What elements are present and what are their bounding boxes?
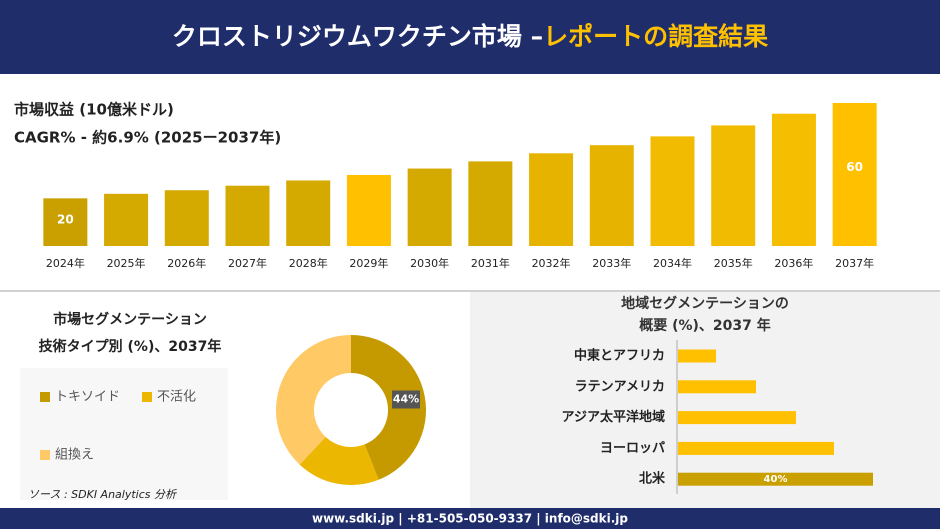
header-bar bbox=[0, 0, 940, 74]
x-tick-label: 2029年 bbox=[349, 256, 388, 270]
bar bbox=[678, 441, 834, 455]
y-tick-label: ラテンアメリカ bbox=[575, 379, 665, 394]
donut-slice bbox=[351, 335, 427, 480]
bar bbox=[286, 180, 331, 246]
legend-label: 不活化 bbox=[157, 390, 196, 405]
x-tick-label: 2036年 bbox=[774, 256, 813, 270]
y-tick-label: ヨーロッパ bbox=[600, 441, 665, 456]
value-label: 44% bbox=[393, 393, 419, 406]
value-label: 20 bbox=[57, 212, 74, 226]
chart-subtitle: CAGR% - 約6.9% (2025ー2037年) bbox=[14, 129, 281, 147]
bar bbox=[346, 174, 391, 246]
bar bbox=[678, 411, 796, 425]
y-tick-label: アジア太平洋地域 bbox=[562, 409, 665, 425]
x-tick-label: 2032年 bbox=[532, 256, 571, 270]
chart-title: 市場収益 (10億米ドル) bbox=[14, 101, 174, 119]
bar bbox=[678, 380, 756, 394]
y-tick-label: 北米 bbox=[639, 471, 666, 487]
bar bbox=[529, 153, 574, 246]
bar bbox=[407, 168, 452, 246]
chart-subtitle: 概要 (%)、2037 年 bbox=[639, 317, 771, 334]
x-tick-label: 2033年 bbox=[592, 256, 631, 270]
x-tick-label: 2030年 bbox=[410, 256, 449, 270]
header-title: クロストリジウムワクチン市場 –レポートの調査結果 bbox=[172, 22, 768, 51]
footer-bar bbox=[0, 508, 940, 529]
bar bbox=[589, 145, 634, 246]
x-tick-label: 2028年 bbox=[289, 256, 328, 270]
title-main: クロストリジウムワクチン市場 – bbox=[172, 22, 543, 51]
donut-slice bbox=[276, 335, 351, 465]
chart-title: 市場セグメンテーション bbox=[53, 311, 207, 328]
bar bbox=[771, 113, 816, 246]
bar bbox=[104, 193, 149, 246]
legend-swatch bbox=[40, 450, 50, 460]
x-tick-label: 2035年 bbox=[714, 256, 753, 270]
legend-swatch bbox=[40, 392, 50, 402]
chart-title: 地域セグメンテーションの bbox=[621, 295, 789, 312]
title-highlight: レポートの調査結果 bbox=[543, 22, 768, 51]
value-label-bg bbox=[392, 390, 421, 409]
x-tick-label: 2037年 bbox=[835, 256, 874, 270]
right-panel bbox=[470, 292, 940, 508]
x-tick-label: 2031年 bbox=[471, 256, 510, 270]
bar bbox=[832, 103, 877, 246]
x-tick-label: 2034年 bbox=[653, 256, 692, 270]
legend-swatch bbox=[142, 392, 152, 402]
x-tick-label: 2026年 bbox=[167, 256, 206, 270]
legend-label: 組換え bbox=[55, 448, 94, 463]
x-tick-label: 2025年 bbox=[107, 256, 146, 270]
y-tick-label: 中東とアフリカ bbox=[574, 348, 665, 364]
source: ソース : SDKI Analytics 分析 bbox=[28, 488, 178, 501]
bar bbox=[678, 472, 873, 486]
bar bbox=[468, 161, 513, 246]
bar bbox=[650, 136, 695, 246]
bar bbox=[164, 190, 209, 246]
donut-slice bbox=[299, 436, 379, 486]
footer: www.sdki.jp | +81-505-050-9337 | info@sd… bbox=[312, 512, 628, 526]
bar bbox=[678, 349, 717, 363]
value-label: 60 bbox=[846, 160, 863, 174]
x-tick-label: 2027年 bbox=[228, 256, 267, 270]
chart-subtitle: 技術タイプ別 (%)、2037年 bbox=[39, 338, 222, 355]
legend-box bbox=[20, 368, 228, 500]
legend-label: トキソイド bbox=[55, 390, 120, 405]
bar bbox=[711, 125, 756, 246]
x-tick-label: 2024年 bbox=[46, 256, 85, 270]
bar bbox=[43, 198, 88, 246]
value-label: 40% bbox=[764, 474, 788, 485]
bar bbox=[225, 185, 270, 246]
